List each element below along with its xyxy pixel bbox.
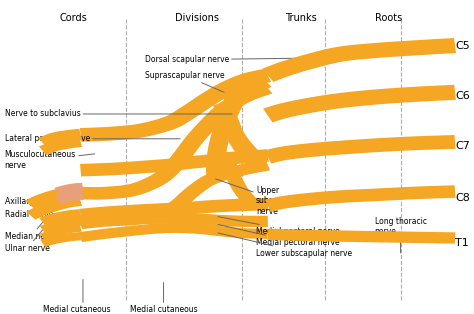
Polygon shape (79, 223, 268, 242)
Text: Medial cutaneous
nerve of the arm: Medial cutaneous nerve of the arm (130, 283, 197, 314)
Text: C8: C8 (455, 193, 470, 203)
Text: Lower subscapular nerve: Lower subscapular nerve (218, 233, 352, 257)
Text: Trunks: Trunks (285, 13, 317, 23)
Polygon shape (206, 77, 259, 177)
Text: Upper
subscapular
nerve: Upper subscapular nerve (216, 179, 302, 216)
Polygon shape (265, 185, 456, 212)
Polygon shape (40, 217, 82, 234)
Polygon shape (40, 224, 82, 241)
Polygon shape (39, 209, 82, 227)
Text: Median nerve: Median nerve (5, 222, 57, 241)
Polygon shape (80, 69, 271, 142)
Polygon shape (81, 82, 273, 200)
Text: Radial nerve: Radial nerve (5, 201, 57, 219)
Text: Medial pectoral nerve: Medial pectoral nerve (218, 225, 339, 247)
Text: Cords: Cords (60, 13, 87, 23)
Text: Medial cutaneous
nerve of the forearm: Medial cutaneous nerve of the forearm (43, 279, 123, 314)
Text: Suprascapular nerve: Suprascapular nerve (145, 71, 232, 96)
Polygon shape (55, 191, 84, 204)
Polygon shape (39, 137, 82, 155)
Text: Lateral pectoral nerve: Lateral pectoral nerve (5, 134, 180, 143)
Polygon shape (263, 85, 456, 122)
Polygon shape (25, 186, 82, 211)
Polygon shape (55, 183, 84, 198)
Text: Long thoracic
nerve: Long thoracic nerve (374, 217, 427, 253)
Text: Divisions: Divisions (175, 13, 219, 23)
Text: Ulnar nerve: Ulnar nerve (5, 230, 50, 252)
Text: Nerve to subclavius: Nerve to subclavius (5, 110, 232, 118)
Polygon shape (38, 129, 82, 148)
Polygon shape (224, 127, 257, 164)
Polygon shape (79, 198, 268, 221)
Polygon shape (264, 135, 456, 164)
Polygon shape (79, 213, 268, 229)
Polygon shape (213, 101, 259, 157)
Polygon shape (267, 229, 455, 244)
Text: T1: T1 (455, 238, 469, 248)
Text: C6: C6 (455, 91, 470, 101)
Text: C5: C5 (455, 41, 470, 51)
Text: C7: C7 (455, 141, 470, 151)
Polygon shape (80, 149, 269, 176)
Polygon shape (40, 232, 82, 247)
Polygon shape (221, 79, 272, 101)
Text: Medial pectoral nerve: Medial pectoral nerve (218, 217, 339, 236)
Polygon shape (219, 154, 258, 205)
Text: Roots: Roots (375, 13, 402, 23)
Polygon shape (262, 38, 456, 82)
Polygon shape (80, 160, 270, 226)
Polygon shape (26, 196, 82, 220)
Text: Dorsal scapular nerve: Dorsal scapular nerve (145, 55, 310, 64)
Text: Axillary nerve: Axillary nerve (5, 192, 59, 206)
Text: Musculocutaneous
nerve: Musculocutaneous nerve (5, 150, 95, 170)
